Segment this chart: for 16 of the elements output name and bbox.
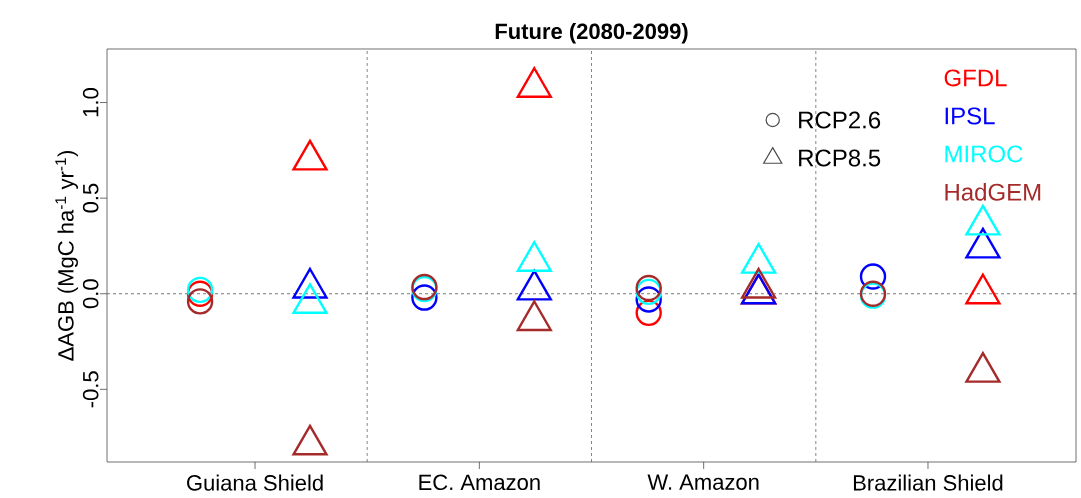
text: GFDL	[944, 69, 1007, 87]
x-tick-label: EC. Amazon	[419, 474, 540, 491]
annotation: RCP8.5	[799, 149, 881, 167]
text: MIROC	[945, 145, 1023, 163]
x-tick-label: W. Amazon	[647, 474, 759, 490]
x-tick-label: Guiana Shield	[187, 474, 323, 491]
annotation: RCP2.6	[799, 111, 881, 129]
y-tick-label: 0.5	[82, 183, 99, 213]
chart-title: Future (2080-2099)	[495, 22, 688, 44]
y-tick-label: 0.0	[82, 279, 99, 309]
text: IPSL	[945, 107, 995, 125]
y-axis-title: ΔAGB (MgC ha$^{-1}$ yr$^{-1}$)	[55, 150, 79, 361]
x-tick-label: Brazilian Shield	[853, 474, 1003, 491]
text: HadGEM	[945, 183, 1041, 201]
y-tick-label: 1.0	[82, 88, 99, 117]
y-tick-label: -0.5	[82, 371, 99, 408]
